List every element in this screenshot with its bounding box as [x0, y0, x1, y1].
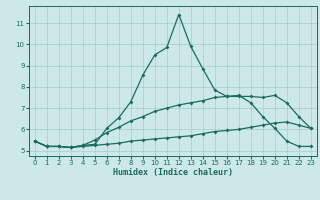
X-axis label: Humidex (Indice chaleur): Humidex (Indice chaleur) [113, 168, 233, 177]
